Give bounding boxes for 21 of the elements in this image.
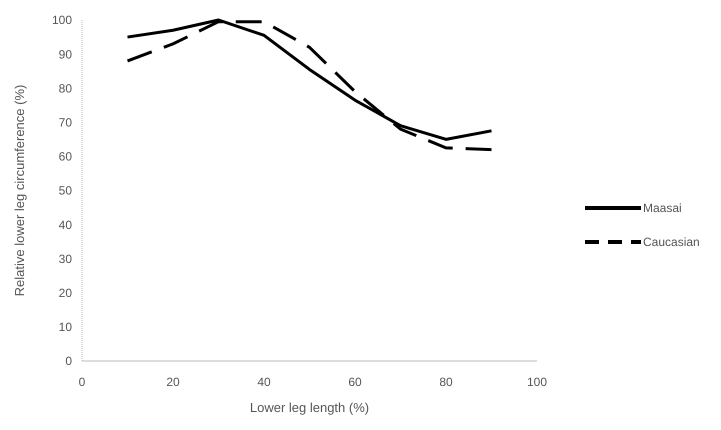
y-tick-label: 50 — [58, 184, 72, 198]
y-tick-label: 70 — [58, 116, 72, 130]
y-tick-label: 60 — [58, 150, 72, 164]
legend-label: Maasai — [643, 201, 682, 216]
x-tick-label: 100 — [526, 375, 548, 389]
x-axis-title: Lower leg length (%) — [250, 400, 370, 415]
legend-label: Caucasian — [643, 235, 700, 250]
y-tick-label: 90 — [58, 47, 72, 62]
y-tick-label: 30 — [58, 252, 72, 266]
y-tick-label: 20 — [58, 286, 72, 300]
y-tick-label: 0 — [65, 354, 72, 368]
y-tick-label: 10 — [58, 320, 72, 334]
y-axis-title: Relative lower leg circumference (%) — [12, 84, 27, 296]
x-tick-label: 0 — [78, 375, 86, 389]
y-tick-label: 40 — [58, 218, 72, 232]
x-tick-label: 80 — [439, 375, 453, 389]
x-tick-label: 60 — [348, 375, 362, 389]
x-tick-label: 20 — [166, 375, 180, 389]
y-tick-label: 80 — [58, 81, 72, 96]
y-tick-label: 100 — [52, 13, 72, 28]
x-tick-label: 40 — [257, 375, 271, 389]
